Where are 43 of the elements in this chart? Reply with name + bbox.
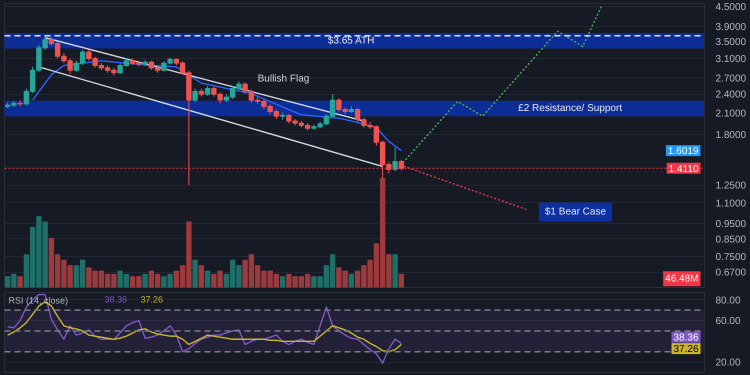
y-tick-label: 0.6700 [716,268,747,279]
annotation: 37.26 [140,294,164,304]
line-series [6,294,402,364]
y-tick-label: 80.00 [716,295,741,306]
band-label: $3.65 ATH [328,35,374,46]
annotation: Bullish Flag [258,73,310,84]
text: 37.26 [673,344,699,356]
candlestick [204,85,210,96]
annotation: 1.6019 [668,146,699,158]
bar [348,274,354,288]
bar [198,265,204,288]
text: 38.36 [673,332,699,344]
bar [17,276,23,288]
bar [142,274,148,288]
y-tick-label: 0.7500 [716,252,747,263]
y-tick-label: 1.8000 [716,130,747,141]
y-tick-label: 0.9500 [716,218,747,230]
band-label: £2 Resistance/ Support [518,102,622,114]
bar [192,260,198,288]
y-tick-label: 4.5000 [716,2,747,14]
y-tick-label: 2.4000 [716,90,747,101]
bar [280,276,286,288]
y-tick-label: 60.00 [716,316,741,328]
y-tick-label: 20.00 [716,358,741,369]
y-tick-label: 1.2500 [716,180,747,192]
y-tick-label: 3.5000 [716,37,747,48]
annotation: $1 Bear Case [544,206,606,218]
y-tick-label: 1.1000 [716,198,747,210]
annotation: 46.48M [665,273,699,284]
bar [204,270,210,288]
y-tick-label: 0.8500 [716,234,747,246]
ref-line-label: 1.4110 [668,164,699,175]
y-tick-label: 2.1000 [716,108,747,120]
line-series [32,60,402,152]
y-tick-label: 3.1000 [716,54,747,66]
bar [398,274,404,288]
y-tick-label: 3.9000 [716,22,747,34]
y-tick-label: 2.7000 [716,73,747,84]
annotation: 38.36 [104,294,128,304]
bar [392,254,398,288]
candlestick [192,88,198,102]
candlestick [392,146,398,172]
candlestick [398,159,404,171]
